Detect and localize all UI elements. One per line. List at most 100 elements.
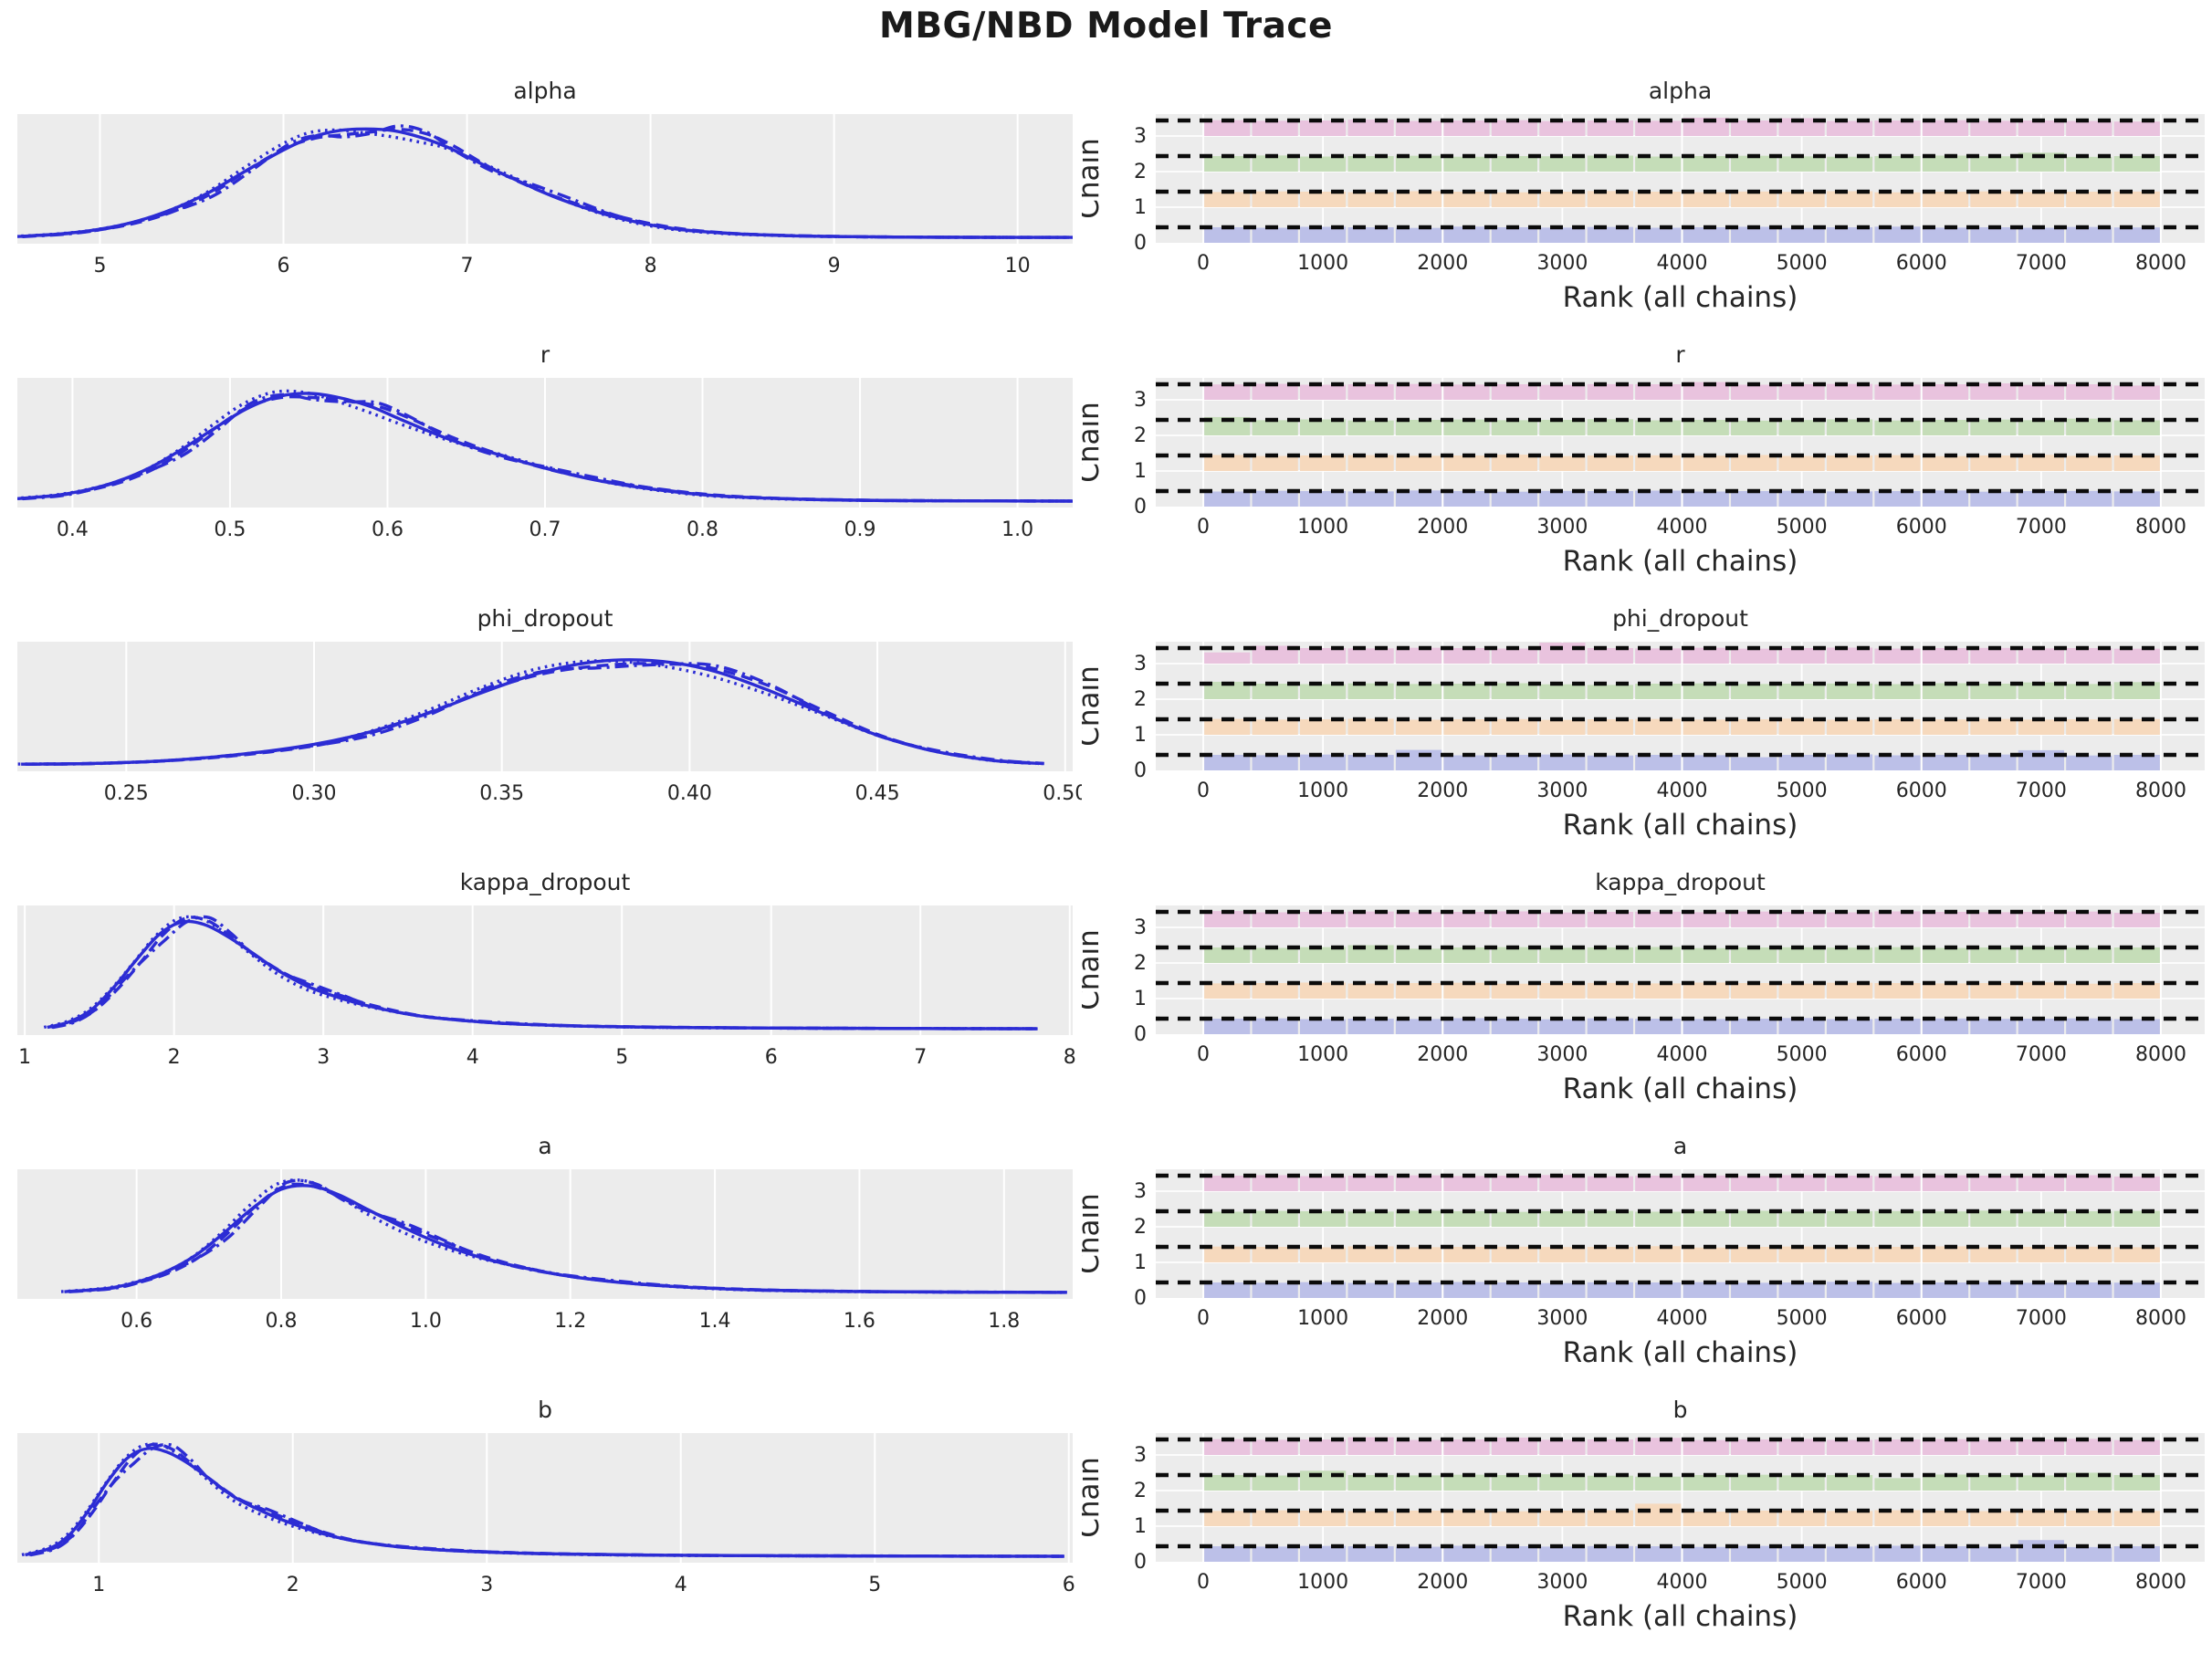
rank-bars-chain-1 [1204,1246,2160,1262]
rank-bar [2018,455,2064,471]
x-tick-label: 2000 [1417,516,1468,539]
rank-bar [2066,983,2112,999]
rank-bar [2018,1211,2064,1227]
x-tick-label: 8000 [2135,516,2186,539]
rank-bar [1826,491,1873,507]
x-tick-label: 5000 [1777,1043,1828,1066]
rank-bar [1778,227,1825,243]
rank-bar [1539,420,1586,435]
rank-bar [1731,226,1777,243]
rank-bar [1300,1019,1347,1034]
rank-bar [1252,1475,1298,1491]
x-tick-label: 1.4 [699,1310,731,1333]
rank-bar [1874,1478,1921,1491]
density-plot-alpha: alpha 5 6 7 8 9 10 [17,78,1073,277]
rank-bar [1300,719,1347,735]
rank-bar [1204,455,1251,471]
rank-bar [1922,1439,1969,1455]
rank-bar [1587,1439,1633,1455]
kde-curve-chain-0 [25,1447,1060,1558]
rank-bar [1204,1439,1251,1455]
rank-bar [1204,1511,1251,1526]
rank-bar [1970,1475,2017,1491]
subplot-title: alpha [513,78,576,104]
rank-bar [1347,1475,1394,1491]
rank-bar [1826,683,1873,699]
rank-bar [1778,455,1825,471]
rank-bar [1683,382,1729,400]
rank-bar [1731,983,1777,999]
rank-bar [1395,1175,1442,1191]
rank-bar [1395,227,1442,243]
rank-bar [2066,120,2112,136]
rank-bar [2113,1247,2160,1262]
rank-bar [1587,1210,1633,1227]
rank-bar [1922,1282,1969,1298]
x-tick-label: 0.4 [57,518,89,541]
rank-bar [1443,1439,1490,1455]
rank-bar [1587,1475,1633,1491]
rank-bar [1970,156,2017,172]
rank-bar [1395,455,1442,471]
rank-bar [1731,120,1777,136]
x-tick-label: 3000 [1536,780,1588,802]
x-tick-label: 4000 [1657,1043,1708,1066]
rank-bar [1970,1282,2017,1298]
rank-bar [1778,1546,1825,1562]
x-tick-label: 8000 [2135,1571,2186,1594]
density-cell-alpha: alpha 5 6 7 8 9 10 [0,58,1082,322]
rank-bar [1683,719,1729,735]
rank-bar [1970,983,2017,999]
x-tick-label: 5 [615,1046,628,1069]
x-tick-label: 9 [828,255,841,277]
rank-bar [1491,1546,1538,1562]
rank-bar [1874,455,1921,471]
kde-curves [60,1178,1067,1294]
y-tick-label: 3 [1134,1180,1147,1203]
rank-bar [1874,1439,1921,1455]
rank-bars-chain-3 [1204,911,2160,927]
rank-bar [1539,754,1586,770]
rank-bar [1922,1211,1969,1227]
x-tick-label: 1.6 [844,1310,875,1333]
rank-bar [1587,383,1633,400]
rank-bar [1347,1282,1394,1298]
kde-curves [17,658,1044,766]
x-axis-label: Rank (all chains) [1563,1073,1798,1105]
rank-bar [1826,1019,1873,1034]
rank-bar [1395,383,1442,400]
rank-bar [2066,719,2112,735]
rank-bar [2113,648,2160,664]
rank-bar [2018,749,2064,770]
rank-bar [1731,1210,1777,1227]
x-axis-label: Rank (all chains) [1563,1600,1798,1633]
kde-curves [17,389,1073,503]
rank-cell-alpha: alpha 0 1000 2000 3000 4000 5000 6000 7000 8000 0 1… [1073,58,2212,322]
rank-bar [1204,491,1251,507]
rank-bar [1922,1474,1969,1491]
rank-bar [2066,455,2112,471]
rank-bar [1347,491,1394,507]
rank-bar [1922,1246,1969,1262]
rank-bar [1204,384,1251,400]
rank-bars-chain-0 [1204,1540,2160,1562]
rank-bar [1491,683,1538,699]
rank-bar [1252,719,1298,735]
y-tick-label: 2 [1134,1216,1147,1239]
rank-bar [1443,1510,1490,1526]
rank-bar [2018,384,2064,400]
rank-bar [2018,719,2064,735]
rank-bar [1778,684,1825,699]
density-plot-a: a 0.6 0.8 1.0 1.2 1.4 1.6 1.8 [17,1133,1073,1333]
rank-bar [1491,1475,1538,1491]
kde-curve-chain-0 [47,919,1033,1031]
rank-bar [1300,684,1347,699]
x-tick-label: 4 [675,1574,687,1596]
rank-cell-phi_dropout: phi_dropout 0 1000 2000 3000 4000 5000 6000 7000… [1073,586,2212,850]
rank-bars-chain-3 [1204,1437,2160,1455]
rank-bar [1874,719,1921,735]
rank-bar [1491,227,1538,243]
rank-bar [1204,416,1251,435]
rank-bar [1252,120,1298,136]
rank-bar [2113,1439,2160,1455]
